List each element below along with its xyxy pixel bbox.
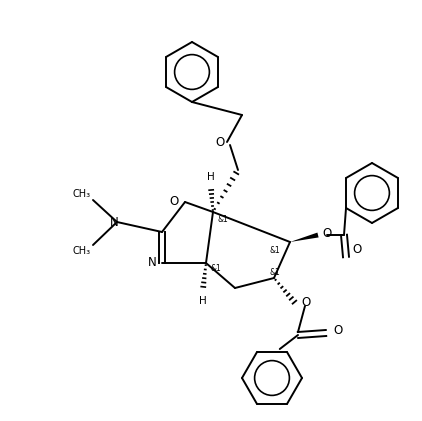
- Text: &1: &1: [210, 264, 221, 273]
- Text: &1: &1: [269, 268, 280, 277]
- Text: &1: &1: [270, 246, 281, 255]
- Text: H: H: [207, 172, 215, 182]
- Text: O: O: [352, 242, 361, 256]
- Text: O: O: [301, 296, 310, 309]
- Text: N: N: [148, 256, 157, 269]
- Text: O: O: [215, 136, 225, 149]
- Text: O: O: [170, 195, 179, 208]
- Text: O: O: [322, 226, 331, 240]
- Polygon shape: [290, 232, 319, 242]
- Text: N: N: [110, 216, 119, 229]
- Text: &1: &1: [217, 215, 228, 224]
- Text: CH₃: CH₃: [73, 246, 91, 256]
- Text: H: H: [199, 296, 207, 306]
- Text: O: O: [333, 325, 342, 338]
- Text: CH₃: CH₃: [73, 189, 91, 199]
